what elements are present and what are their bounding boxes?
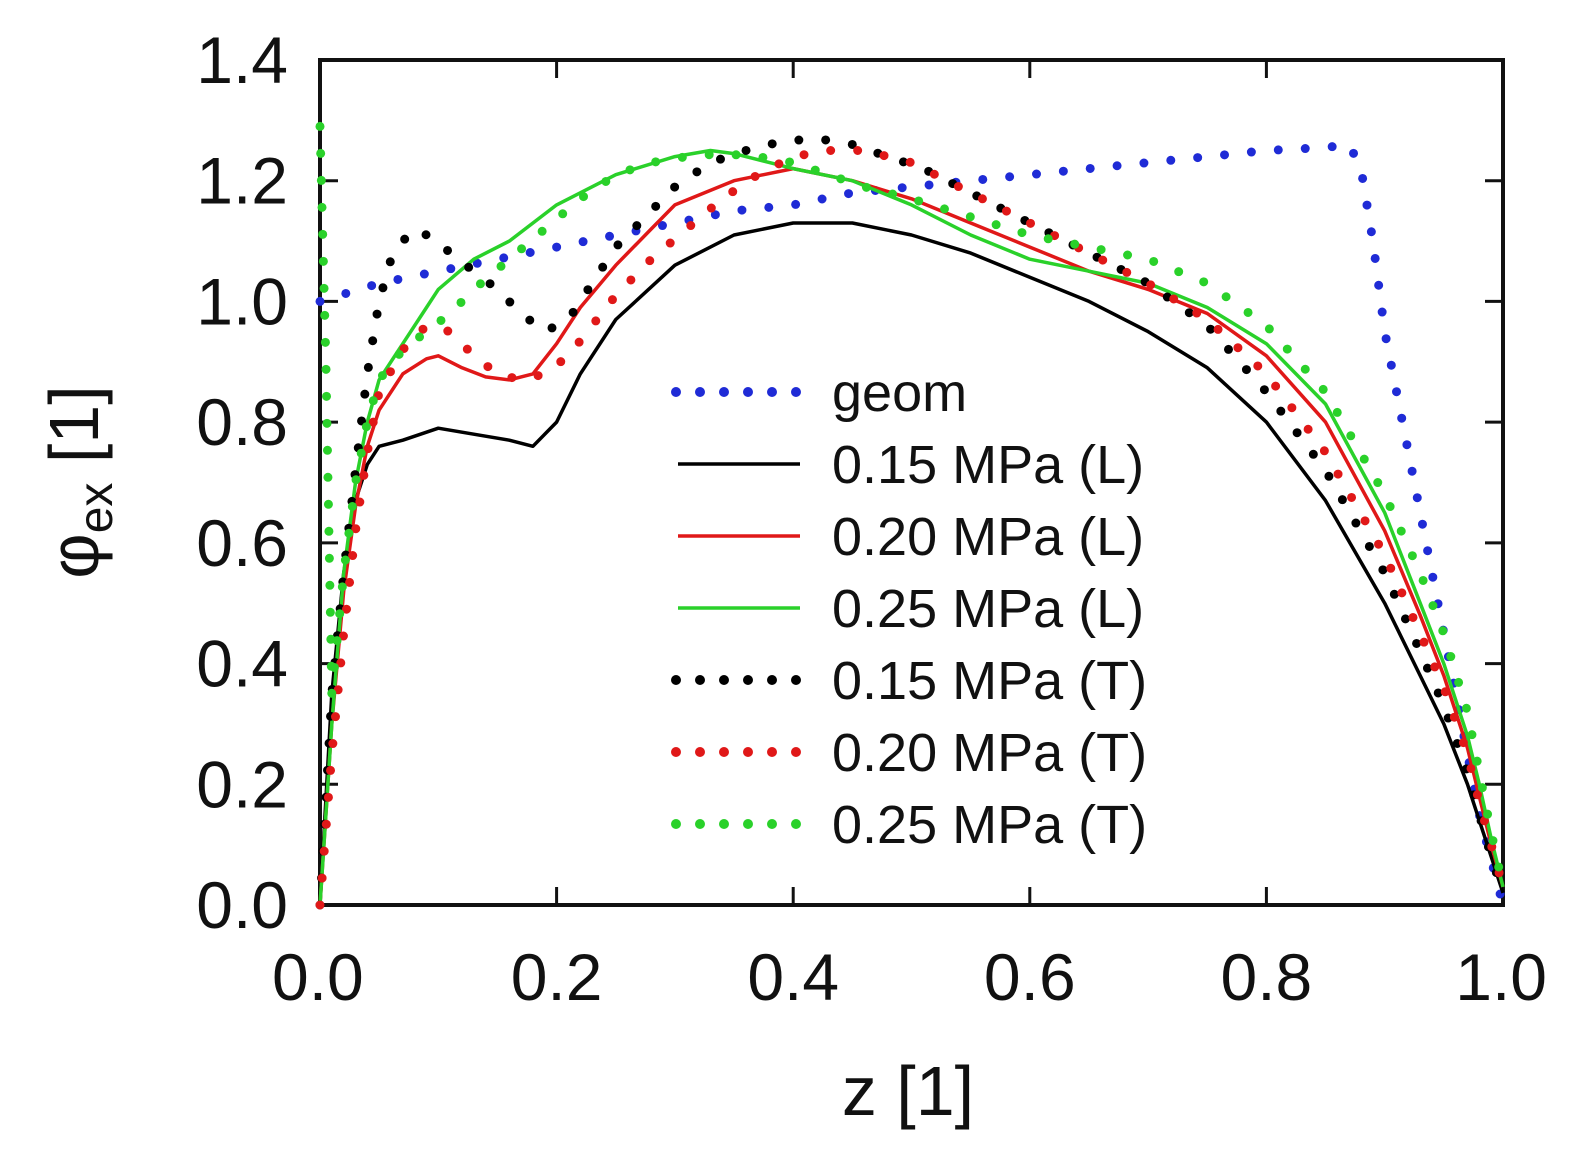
legend-label: 0.25 MPa (T)	[832, 795, 1147, 855]
y-axis-title: φex [1]	[35, 385, 123, 578]
y-axis-title-unit: [1]	[35, 385, 113, 482]
legend-label: geom	[832, 363, 967, 423]
y-tick-label: 0.4	[196, 627, 288, 701]
series-1-line	[318, 221, 1505, 906]
y-tick-label: 0.2	[196, 747, 288, 821]
x-axis-title: z [1]	[842, 1052, 974, 1130]
series-5-line	[315, 146, 1508, 910]
x-tick-label: 0.0	[272, 940, 364, 1014]
y-tick-label: 0.0	[196, 868, 288, 942]
series-0-line	[315, 139, 1508, 910]
axis-ticks: 0.0 0.2 0.4 0.6 0.8 1.0 0.0 0.2 0.4 0.6 0.8 1.0 1.2 1…	[196, 23, 1547, 1014]
y-tick-label: 0.8	[196, 385, 288, 459]
series-2-line	[318, 166, 1505, 906]
legend-label: 0.15 MPa (T)	[832, 651, 1147, 711]
x-tick-label: 0.8	[1221, 940, 1313, 1014]
x-tick-label: 0.6	[984, 940, 1076, 1014]
legend-label: 0.15 MPa (L)	[832, 435, 1144, 495]
plot-frame	[318, 58, 1505, 907]
y-axis-title-sub: ex	[70, 483, 123, 534]
series-layer	[315, 121, 1508, 910]
legend-label: 0.20 MPa (L)	[832, 507, 1144, 567]
y-axis-title-main: φ	[35, 533, 113, 578]
y-tick-label: 0.6	[196, 506, 288, 580]
y-tick-label: 1.2	[196, 144, 288, 218]
x-tick-label: 0.4	[747, 940, 839, 1014]
legend-label: 0.25 MPa (L)	[832, 579, 1144, 639]
y-tick-label: 1.0	[196, 264, 288, 338]
x-tick-label: 0.2	[511, 940, 603, 1014]
legend-label: 0.20 MPa (T)	[832, 723, 1147, 783]
legend: geom 0.15 MPa (L) 0.20 MPa (L) 0.25 MPa (L)…	[671, 363, 1147, 855]
y-tick-label: 1.4	[196, 23, 288, 97]
x-tick-label: 1.0	[1455, 940, 1547, 1014]
